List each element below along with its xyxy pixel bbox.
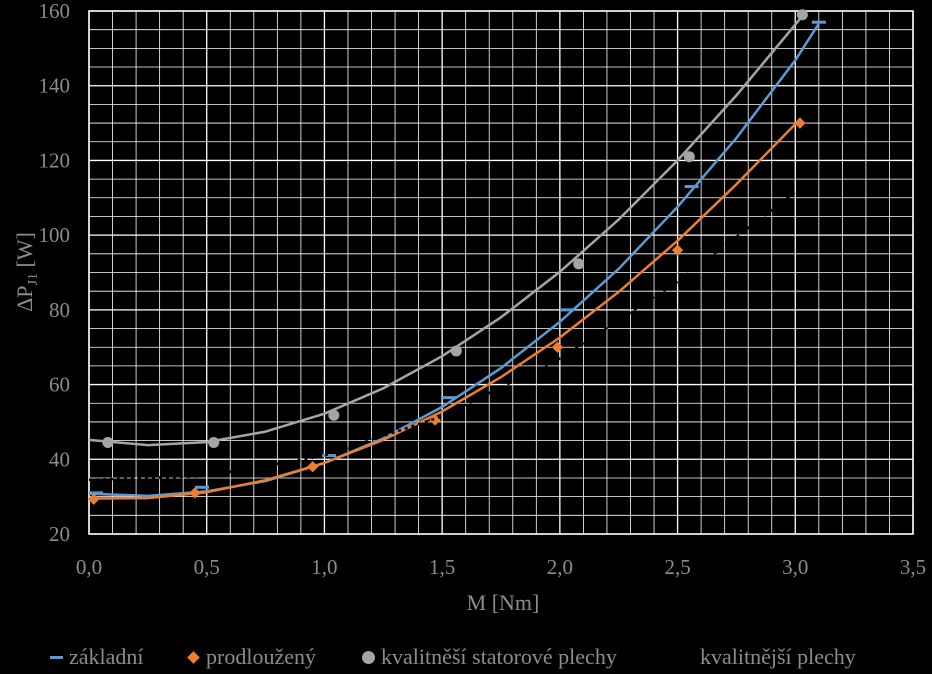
data-point-dash	[195, 485, 210, 489]
data-point-dash	[322, 454, 337, 458]
series-layer	[88, 9, 826, 505]
legend-item-prodlouzeny: prodloužený	[186, 641, 316, 673]
x-tick-label: 3,0	[782, 555, 808, 579]
y-axis-title-main: ΔP	[12, 285, 37, 311]
data-point-dash	[89, 491, 104, 495]
data-point-diamond	[551, 341, 564, 353]
y-tick-labels: 20 40 60 80 100 120 140 160	[39, 0, 71, 546]
data-point-dash	[442, 396, 457, 400]
series-1	[88, 117, 806, 505]
x-tick-label: 0,0	[76, 555, 102, 579]
legend-label-kvalitnejsi-plechy: kvalitnější plechy	[700, 644, 856, 669]
x-tick-label: 2,5	[664, 555, 690, 579]
data-point-circle	[328, 409, 340, 421]
data-point-circle	[796, 9, 808, 21]
data-point-diamond	[671, 244, 684, 256]
y-tick-label: 100	[39, 223, 71, 247]
y-tick-label: 160	[39, 0, 71, 23]
y-tick-label: 80	[49, 298, 70, 322]
data-point-dash	[684, 185, 699, 189]
x-tick-label: 3,5	[900, 555, 926, 579]
data-point-dash	[559, 308, 574, 312]
legend-dash-marker	[50, 655, 63, 659]
data-point-circle	[208, 436, 220, 448]
chart-svg: 0,0 0,5 1,0 1,5 2,0 2,5 3,0 3,5 20 40 60 80 100 120 1…	[12, 0, 926, 615]
y-tick-label: 140	[39, 74, 71, 98]
data-point-diamond	[189, 487, 201, 499]
trendline	[88, 118, 801, 500]
y-axis-title-sub: J1	[26, 273, 41, 285]
y-axis-title-unit: [W]	[12, 232, 37, 273]
data-point-circle	[683, 151, 695, 163]
x-tick-label: 1,0	[311, 555, 337, 579]
data-point-diamond	[307, 461, 319, 473]
x-axis-title: M [Nm]	[467, 590, 540, 615]
series-0	[88, 20, 826, 498]
data-point-circle	[102, 436, 114, 448]
y-axis-title: ΔPJ1 [W]	[12, 232, 41, 312]
trendline	[88, 23, 820, 498]
legend-label-kvalitnesi-statorove: kvalitněší statorové plechy	[381, 644, 617, 669]
x-tick-labels: 0,0 0,5 1,0 1,5 2,0 2,5 3,0 3,5	[76, 555, 926, 579]
series-2	[88, 9, 808, 448]
legend: základní prodloužený kvalitněší statorov…	[0, 641, 932, 673]
y-tick-label: 120	[39, 148, 71, 172]
legend-label-prodlouzeny: prodloužený	[206, 644, 316, 669]
data-point-diamond	[794, 117, 806, 129]
legend-item-zakladni: základní	[50, 641, 144, 673]
y-tick-label: 20	[49, 522, 70, 546]
legend-diamond-marker	[187, 650, 200, 664]
trendline	[88, 15, 804, 447]
data-point-dash	[811, 20, 826, 24]
legend-item-kvalitnesi-statorove: kvalitněší statorové plechy	[362, 641, 617, 673]
legend-circle-marker	[362, 650, 375, 664]
x-tick-label: 0,5	[194, 555, 220, 579]
legend-item-kvalitnejsi-plechy: kvalitnější plechy	[700, 641, 856, 673]
grid	[88, 10, 914, 535]
legend-label-zakladni: základní	[69, 644, 144, 669]
x-tick-label: 2,0	[547, 555, 573, 579]
x-tick-label: 1,5	[429, 555, 455, 579]
data-point-circle	[450, 345, 462, 357]
y-tick-label: 60	[49, 373, 70, 397]
data-point-circle	[573, 258, 585, 270]
plot-frame	[88, 10, 914, 535]
y-tick-label: 40	[49, 447, 70, 471]
